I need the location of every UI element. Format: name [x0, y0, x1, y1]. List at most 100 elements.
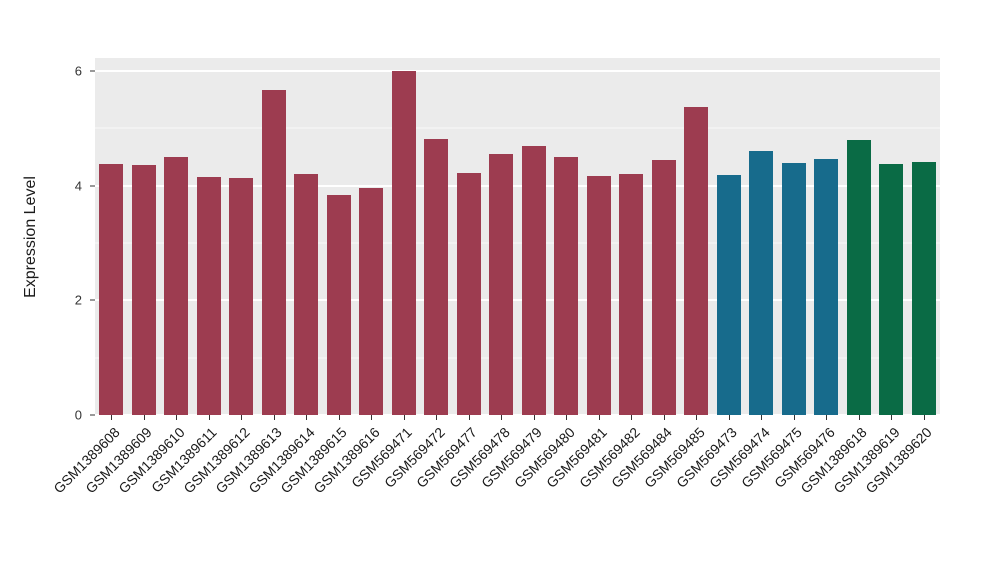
x-tick-mark	[306, 415, 308, 420]
x-axis-slot: GSM1389615	[278, 415, 356, 575]
bar	[131, 165, 156, 415]
bar-slot	[550, 58, 583, 415]
y-tick-label: 2	[74, 292, 82, 308]
bar	[846, 139, 871, 415]
x-axis-slot: GSM1389613	[213, 415, 291, 575]
x-axis: GSM1389608 GSM1389609 GSM1389610 GSM1389611…	[50, 415, 940, 575]
bar	[684, 106, 709, 415]
bar	[554, 157, 579, 415]
y-tick-mark	[90, 185, 95, 187]
x-axis-slot: GSM569474	[706, 415, 778, 575]
bar-slot	[128, 58, 161, 415]
bar-slot	[908, 58, 941, 415]
x-tick-mark	[858, 415, 860, 420]
plot-panel	[95, 58, 940, 416]
x-tick-mark	[761, 415, 763, 420]
bar-slot	[355, 58, 388, 415]
bar	[651, 160, 676, 415]
bar	[261, 89, 286, 415]
x-tick-mark	[566, 415, 568, 420]
x-axis-slot: GSM569476	[771, 415, 843, 575]
gridlines	[95, 58, 940, 416]
x-tick-mark	[696, 415, 698, 420]
x-axis-slot: GSM569479	[478, 415, 551, 575]
x-tick-mark	[728, 415, 730, 420]
gridline-minor	[95, 242, 940, 244]
bar	[911, 162, 936, 415]
bar	[424, 138, 449, 415]
bar	[196, 177, 221, 415]
x-axis-slot: GSM1389609	[83, 415, 161, 575]
bar	[294, 174, 319, 415]
gridline-minor	[95, 127, 940, 129]
bar-slot	[875, 58, 908, 415]
x-axis-slot: GSM569475	[738, 415, 811, 575]
x-axis-slot: GSM1389610	[115, 415, 193, 575]
y-axis-title-wrap: Expression Level	[20, 58, 42, 415]
bar	[586, 176, 611, 415]
bar-slot	[648, 58, 681, 415]
x-tick-mark	[598, 415, 600, 420]
x-tick-mark	[273, 415, 275, 420]
gridline-major	[95, 299, 940, 302]
x-axis-slot: GSM569478	[446, 415, 518, 575]
x-axis-slot: GSM569471	[348, 415, 421, 575]
bar-slot	[843, 58, 876, 415]
x-tick-mark	[631, 415, 633, 420]
bar	[229, 178, 254, 415]
bars-container	[95, 58, 940, 415]
bar-slot	[323, 58, 356, 415]
x-tick-mark	[891, 415, 893, 420]
gridline-major	[95, 184, 940, 187]
bar-slot	[485, 58, 518, 415]
x-axis-slot: GSM569485	[641, 415, 713, 575]
bar	[326, 194, 351, 415]
y-tick-mark	[90, 299, 95, 301]
x-axis-slot: GSM1389612	[180, 415, 258, 575]
bar-slot	[420, 58, 453, 415]
x-tick-mark	[111, 415, 113, 420]
gridline-major	[95, 70, 940, 73]
x-tick-mark	[241, 415, 243, 420]
y-tick-label: 4	[74, 178, 82, 194]
y-tick-label: 6	[74, 63, 82, 79]
bar	[879, 164, 904, 415]
bar-slot	[583, 58, 616, 415]
x-tick-mark	[468, 415, 470, 420]
bar-slot	[388, 58, 421, 415]
x-tick-mark	[338, 415, 340, 420]
x-tick-mark	[143, 415, 145, 420]
bar-slot	[258, 58, 291, 415]
bar-slot	[193, 58, 226, 415]
x-tick-mark	[436, 415, 438, 420]
x-axis-slot: GSM569472	[381, 415, 453, 575]
y-tick-mark	[90, 70, 95, 72]
x-axis-slot: GSM569482	[576, 415, 648, 575]
bar-slot	[713, 58, 746, 415]
x-tick-mark	[501, 415, 503, 420]
bar-slot	[453, 58, 486, 415]
bar-slot	[160, 58, 193, 415]
bar	[749, 151, 774, 415]
bar	[619, 174, 644, 415]
x-axis-slot: GSM1389614	[245, 415, 323, 575]
x-axis-slot: GSM1389608	[50, 415, 128, 575]
x-tick-mark	[403, 415, 405, 420]
bar	[99, 164, 124, 415]
bar-slot	[518, 58, 551, 415]
x-tick-mark	[826, 415, 828, 420]
bar	[781, 162, 806, 415]
bar	[391, 71, 416, 415]
bar	[716, 175, 741, 415]
x-tick-mark	[793, 415, 795, 420]
bar	[164, 157, 189, 415]
bar-slot	[615, 58, 648, 415]
x-axis-slot: GSM1389619	[830, 415, 908, 575]
x-axis-slot: GSM1389616	[310, 415, 388, 575]
y-tick-label: 0	[74, 407, 82, 423]
y-axis: 0 2 4 6	[40, 58, 95, 423]
x-tick-mark	[663, 415, 665, 420]
x-tick-mark	[923, 415, 925, 420]
x-axis-slot: GSM569480	[511, 415, 583, 575]
